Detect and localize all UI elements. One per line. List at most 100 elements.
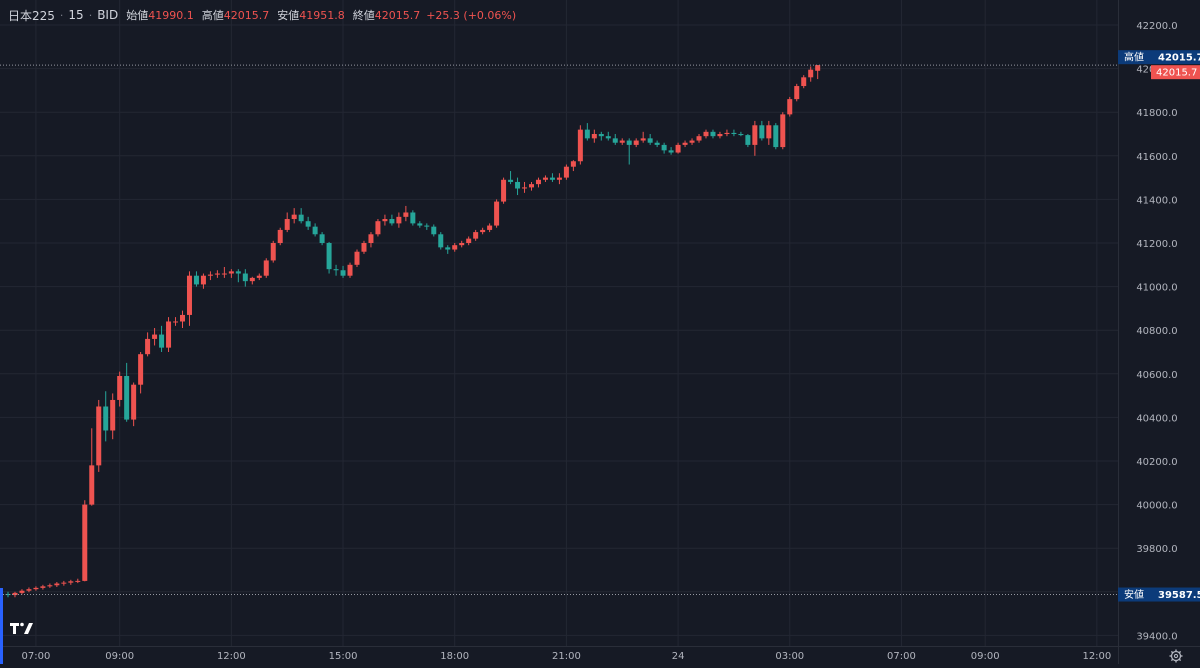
y-tick-label: 40400.0 <box>1136 413 1177 424</box>
candle-body <box>515 181 521 189</box>
candle-body <box>619 140 625 143</box>
candle <box>200 273 206 289</box>
candle <box>738 131 744 137</box>
candle <box>480 227 486 235</box>
x-tick-label: 03:00 <box>775 651 804 662</box>
candle <box>396 212 402 228</box>
candle <box>235 269 241 283</box>
candle-body <box>103 406 109 431</box>
interval-label[interactable]: 15 <box>68 8 84 22</box>
candle-body <box>773 125 779 148</box>
candle <box>696 134 702 143</box>
gear-icon[interactable] <box>1168 648 1184 664</box>
candle <box>82 500 88 582</box>
candle-body <box>319 234 325 243</box>
candle <box>473 229 479 241</box>
candle-body <box>124 375 130 420</box>
candle <box>431 224 437 237</box>
candle-body <box>417 223 423 226</box>
symbol-name[interactable]: 日本225 <box>8 8 55 23</box>
candle-body <box>689 140 695 143</box>
candle <box>347 262 353 278</box>
candle-body <box>368 234 374 243</box>
candle <box>103 391 109 442</box>
candle-body <box>598 134 604 137</box>
candle-body <box>138 354 144 385</box>
candle-body <box>717 134 723 137</box>
low-marker: 安値 39587.5 <box>1118 587 1200 602</box>
candle <box>214 270 220 278</box>
candle-body <box>298 214 304 222</box>
high-label: 高値 <box>201 9 224 22</box>
time-axis[interactable]: 07:00 09:00 12:00 15:00 18:00 21:00 24 03:00 07:… <box>22 651 1112 662</box>
candle-body <box>159 334 165 348</box>
x-tick-label: 15:00 <box>329 651 358 662</box>
candle-body <box>110 399 116 431</box>
x-tick-label: 18:00 <box>440 651 469 662</box>
candle <box>89 428 95 506</box>
candle-body <box>745 135 751 145</box>
candle <box>689 138 695 145</box>
candle <box>801 75 807 89</box>
candle-body <box>682 142 688 145</box>
candle <box>752 120 758 156</box>
candle <box>619 138 625 145</box>
candle-body <box>815 65 821 71</box>
candle <box>459 240 465 248</box>
candle <box>494 199 500 228</box>
candle-body <box>738 134 744 136</box>
candle <box>270 240 276 263</box>
candle-body <box>5 593 11 596</box>
y-tick-label: 41800.0 <box>1136 108 1177 119</box>
candle-body <box>284 219 290 230</box>
candle-body <box>480 229 486 233</box>
candle <box>522 181 528 193</box>
candle <box>221 266 227 278</box>
candle-body <box>173 321 179 323</box>
candle <box>96 399 102 472</box>
candle <box>207 271 213 281</box>
candle <box>173 317 179 326</box>
candle-body <box>668 150 674 153</box>
candle <box>731 129 737 137</box>
tradingview-logo-icon[interactable] <box>9 618 35 638</box>
candle-body <box>633 140 639 145</box>
y-tick-label: 40000.0 <box>1136 501 1177 512</box>
candle <box>47 583 53 588</box>
candle-body <box>563 166 569 178</box>
close-label: 終値 <box>352 9 375 22</box>
candle-body <box>612 138 618 143</box>
y-tick-label: 41200.0 <box>1136 239 1177 250</box>
x-tick-label: 07:00 <box>22 651 51 662</box>
candle-body <box>347 264 353 276</box>
candle-body <box>459 243 465 246</box>
candle-body <box>312 226 318 235</box>
candle-body <box>787 99 793 115</box>
candle <box>26 587 32 593</box>
candle-body <box>452 245 458 250</box>
candle <box>68 579 74 585</box>
price-axis[interactable]: 42200.042000.041800.041600.041400.041200… <box>1136 21 1177 642</box>
candle-body <box>68 581 74 583</box>
candle-body <box>542 177 548 180</box>
candle-body <box>801 77 807 87</box>
candle-body <box>724 132 730 134</box>
candle <box>403 205 409 222</box>
candle-body <box>354 251 360 265</box>
candle <box>815 65 821 80</box>
candle <box>647 134 653 145</box>
candle <box>438 232 444 250</box>
candle-body <box>333 269 339 271</box>
candle <box>549 173 555 182</box>
candle <box>501 177 507 204</box>
candle-body <box>26 589 32 591</box>
candle <box>808 66 814 82</box>
candle <box>675 142 681 154</box>
candle <box>640 131 646 143</box>
candle <box>787 96 793 117</box>
candle <box>284 212 290 233</box>
candle <box>417 221 423 228</box>
